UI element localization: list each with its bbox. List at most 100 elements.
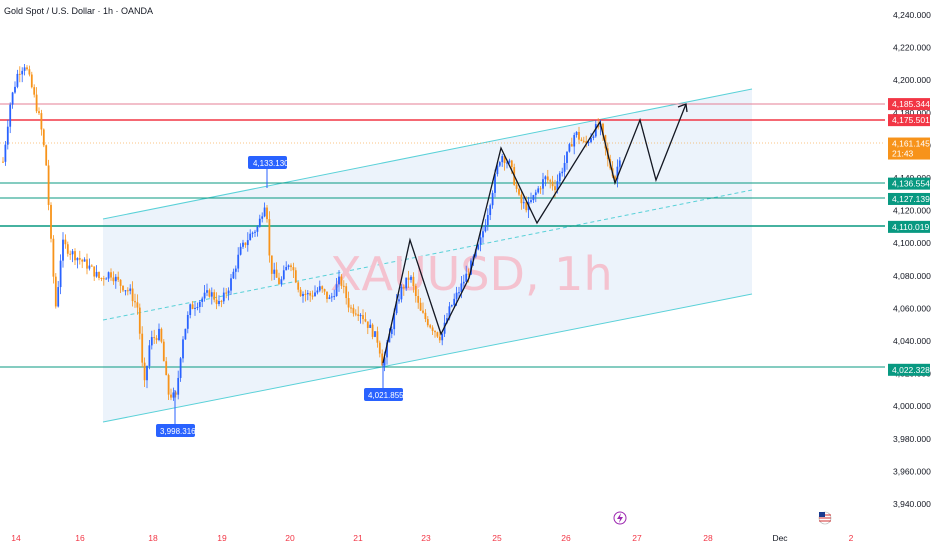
price-axis-label: 4,100.000 [893,238,931,248]
candle-body [206,290,208,293]
time-axis-label: 25 [492,533,502,543]
candle-body [21,70,24,75]
candle [78,250,81,265]
candle [206,283,208,297]
candle-body [287,265,290,268]
candle [578,126,580,145]
candle [28,65,31,77]
candle [424,309,427,323]
price-tag-bg [888,192,930,205]
channel-upper-line[interactable] [102,88,753,220]
callout-low-3998[interactable]: 3,998.316 [156,390,196,437]
price-tag: 4,136.554 [888,177,930,190]
candle-body [237,254,240,269]
candle [162,339,165,362]
candle [74,248,76,266]
candle-body [388,334,391,343]
channel-lower-line[interactable] [102,293,753,423]
candle-body [249,233,252,241]
candle [35,87,38,114]
candle-body [222,292,225,302]
candle-body [522,202,525,204]
candle-body [477,244,480,250]
price-axis-label: 4,120.000 [893,206,931,216]
candle-body [501,156,504,163]
candle [335,278,338,297]
candle-body [112,277,115,282]
candle [158,323,160,342]
candle [177,370,180,400]
us-flag-icon[interactable] [818,511,832,525]
candlestick-series [2,63,621,401]
candle-body [105,278,108,280]
candle-body [614,176,616,180]
candle [47,159,50,211]
candle [9,102,12,134]
candle [491,190,494,209]
price-tag-bg [888,177,930,190]
candle [50,202,52,243]
candle [76,257,79,269]
candle [330,292,333,302]
candle-body [446,318,448,323]
candle-body [458,292,460,294]
candle-body [532,195,535,201]
candle-body [23,67,26,71]
candle [273,262,276,280]
candle-body [66,244,69,254]
candle-body [563,162,566,172]
candle [110,268,112,281]
candle-body [234,268,237,272]
candle-body [246,240,249,246]
candle [429,323,432,329]
candle-body [203,292,206,299]
candle [174,391,177,398]
candle-body [2,161,4,163]
candle [299,287,302,297]
callout-low-4021[interactable]: 4,021.855 [364,363,404,401]
candle [518,187,520,197]
candle [136,294,139,315]
candle [184,328,187,340]
projection-path[interactable] [382,103,687,364]
candle-body [381,353,384,366]
candle [542,172,544,195]
candle-body [215,299,218,305]
candle-body [506,162,508,164]
candle [306,290,309,301]
candle-body [174,392,177,395]
candle-body [129,288,132,291]
lightning-event-icon[interactable] [613,511,627,525]
candle [189,303,192,319]
candle [40,109,43,136]
candle [410,275,412,283]
candle [239,243,242,256]
callout-high-4133[interactable]: 4,133.130 [248,156,289,188]
candle-body [616,166,619,180]
candle-body [455,292,458,299]
candle [54,273,57,309]
price-tag-label: 4,110.019 [892,222,929,232]
candle [38,107,40,116]
candle [369,319,372,329]
candle [155,335,158,344]
candle-body [402,286,405,289]
candle [278,272,280,285]
candle [244,242,247,248]
price-tag-bg [888,114,930,127]
candle [357,306,360,322]
candle-body [431,327,434,332]
candle [146,365,148,389]
candle [64,234,67,249]
candle [23,63,26,76]
candle-body [227,290,230,294]
candle-body [318,286,321,291]
candle-body [491,192,494,206]
price-axis[interactable]: 4,240.000 4,220.000 4,200.000 4,180.000 4,16… [893,10,931,509]
time-axis[interactable]: 14 16 18 19 20 21 23 25 26 27 28 Dec 2 [11,533,853,543]
price-axis-label: 4,180.000 [893,108,931,118]
candle-body [138,307,141,334]
candle-body [330,296,333,298]
